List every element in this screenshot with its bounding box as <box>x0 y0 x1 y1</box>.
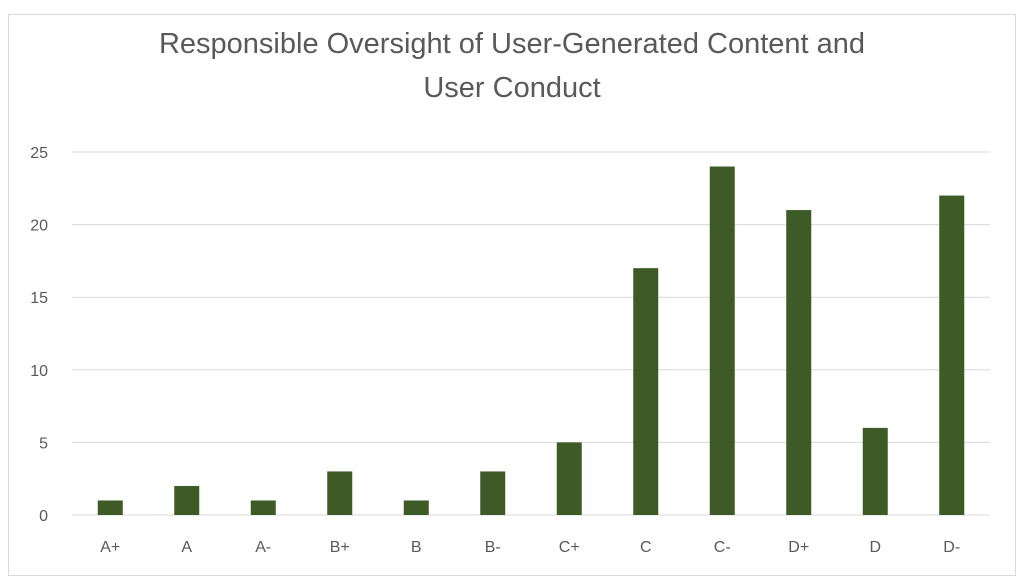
x-tick-label: A- <box>255 539 271 556</box>
x-tick-label: C- <box>714 539 731 556</box>
bars <box>97 166 965 515</box>
y-tick-label: 5 <box>39 435 48 452</box>
y-tick-label: 10 <box>30 363 48 380</box>
x-tick-label: B <box>411 539 422 556</box>
x-tick-label: C <box>640 539 652 556</box>
bar-A- <box>250 500 276 515</box>
bar-A <box>174 485 200 515</box>
x-tick-label: D+ <box>788 539 809 556</box>
x-axis-ticks: A+ A A- B+ B B- C+ C C- D+ D D- <box>100 539 960 556</box>
y-tick-label: 15 <box>30 290 48 307</box>
y-axis-ticks: 0 5 10 15 20 25 <box>30 145 48 525</box>
bar-C <box>633 268 659 515</box>
bar-C+ <box>556 442 582 515</box>
x-tick-label: A <box>181 539 192 556</box>
y-tick-label: 0 <box>39 508 48 525</box>
bar-B <box>403 500 429 515</box>
bar-A+ <box>97 500 123 515</box>
x-tick-label: B+ <box>330 539 350 556</box>
x-tick-label: D <box>869 539 881 556</box>
x-tick-label: C+ <box>559 539 580 556</box>
chart-title: Responsible Oversight of User-Generated … <box>158 28 866 104</box>
bar-B+ <box>327 471 353 515</box>
bar-D- <box>939 195 965 515</box>
x-tick-label: B- <box>485 539 501 556</box>
bar-D <box>862 427 888 515</box>
bar-C- <box>709 166 735 515</box>
chart-frame <box>8 14 1016 576</box>
gridlines <box>72 151 990 516</box>
bar-D+ <box>786 210 812 515</box>
y-tick-label: 25 <box>30 145 48 162</box>
bar-B- <box>480 471 506 515</box>
y-tick-label: 20 <box>30 218 48 235</box>
x-tick-label: D- <box>943 539 960 556</box>
x-tick-label: A+ <box>100 539 120 556</box>
